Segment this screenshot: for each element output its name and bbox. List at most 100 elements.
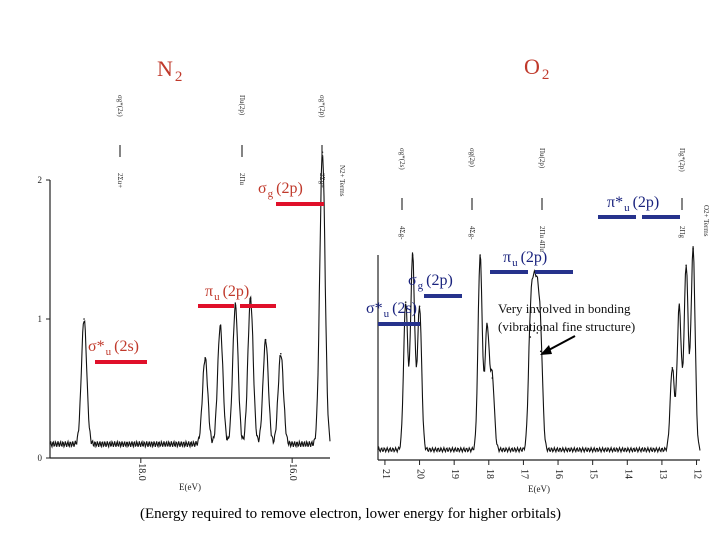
n2-pi-u-sym: π bbox=[205, 283, 214, 300]
o2-peak-7 bbox=[533, 330, 535, 332]
o2-peak-5 bbox=[491, 377, 494, 379]
n2-peak-4 bbox=[249, 297, 252, 299]
n2-y-tick-label: 1 bbox=[38, 314, 43, 324]
o2-peak-8 bbox=[536, 332, 539, 334]
o2-x-tick-label: 15 bbox=[588, 469, 599, 479]
n2-peak-0 bbox=[83, 318, 85, 320]
n2-sigma-star-u-2s-label: σ*u (2s) bbox=[88, 338, 139, 358]
o2-spectrum-trace bbox=[377, 246, 701, 454]
n2-x-tick-label: 18.0 bbox=[136, 463, 147, 481]
o2-title-base: O bbox=[524, 54, 540, 79]
o2-peak-11 bbox=[678, 305, 681, 308]
o2-pi-star-u-2p-level-bar-1 bbox=[598, 215, 636, 219]
o2-pi-star-u-2p-level-bar-2 bbox=[642, 215, 680, 219]
o2-pi-u-2p-level-bar-1 bbox=[490, 270, 528, 274]
n2-pi-u-sub: u bbox=[214, 291, 220, 303]
n2-spectrum-trace bbox=[49, 153, 331, 449]
o2-sigma-g-sym: σ bbox=[408, 272, 417, 289]
n2-sigma-g-orbital: (2p) bbox=[276, 180, 303, 197]
o2-pi-u-sym: π bbox=[503, 249, 512, 266]
o2-sigma-g-sub: g bbox=[417, 280, 424, 292]
o2-pi-star-u-2p-label: π*u (2p) bbox=[607, 194, 659, 214]
o2-band-label: σg*(2s) bbox=[398, 148, 406, 170]
o2-pi-star-sub: u bbox=[624, 202, 630, 214]
n2-y-tick-label: 2 bbox=[38, 175, 43, 185]
o2-sigma-star-u-2s-level-bar bbox=[378, 322, 420, 326]
o2-peak-9 bbox=[539, 350, 542, 353]
n2-x-axis-label: E(eV) bbox=[179, 482, 201, 492]
o2-x-tick-label: 16 bbox=[553, 469, 564, 479]
n2-peak-3 bbox=[234, 304, 237, 306]
o2-peak-12 bbox=[685, 264, 687, 267]
n2-sigma-g-sub: g bbox=[267, 188, 274, 200]
o2-peak-6 bbox=[529, 336, 532, 338]
annotation-line-2: (vibrational fine structure) bbox=[498, 319, 636, 334]
o2-peak-3 bbox=[479, 254, 481, 256]
o2-title-sub: 2 bbox=[541, 67, 550, 83]
o2-band-term: 2Πu 4Πu bbox=[538, 226, 546, 252]
n2-band-term: 2Πu bbox=[238, 173, 246, 186]
annotation-arrowhead bbox=[540, 345, 552, 355]
n2-band-label: σg*(2s) bbox=[116, 95, 124, 117]
n2-sigma-star-sub: u bbox=[105, 346, 112, 358]
o2-pi-u-sub: u bbox=[512, 257, 518, 269]
o2-peak-2 bbox=[418, 305, 421, 308]
o2-band-term: 4Σg- bbox=[468, 226, 476, 240]
o2-pi-u-2p-level-bar-2 bbox=[535, 270, 573, 274]
o2-peak-0 bbox=[404, 301, 407, 303]
n2-sigma-g-2p-label: σg (2p) bbox=[258, 180, 303, 200]
n2-x-tick-label: 16.0 bbox=[287, 463, 298, 481]
o2-pi-star-orbital: (2p) bbox=[632, 194, 660, 211]
n2-sigma-g-2p-level-bar bbox=[276, 202, 324, 206]
n2-sigma-star-sym: σ* bbox=[88, 338, 105, 355]
o2-x-tick-label: 20 bbox=[415, 469, 426, 479]
o2-sigma-g-orbital: (2p) bbox=[426, 272, 453, 289]
o2-x-tick-label: 18 bbox=[484, 469, 495, 479]
o2-x-tick-label: 21 bbox=[380, 469, 391, 479]
n2-band-label: Πu(2p) bbox=[238, 95, 246, 116]
o2-x-tick-label: 19 bbox=[449, 469, 460, 479]
o2-pi-u-2p-label: πu (2p) bbox=[503, 249, 547, 269]
n2-band-label: σg*(2p) bbox=[318, 95, 326, 118]
o2-peak-1 bbox=[411, 254, 414, 256]
n2-pi-u-2p-label: πu (2p) bbox=[205, 283, 249, 303]
o2-peak-13 bbox=[692, 248, 694, 250]
n2-peak-1 bbox=[204, 357, 206, 359]
o2-peak-4 bbox=[486, 325, 488, 328]
o2-x-axis-label: E(eV) bbox=[528, 484, 550, 494]
o2-pi-star-sym: π* bbox=[607, 194, 624, 211]
o2-peak-10 bbox=[671, 366, 674, 369]
o2-spectrum-plot: 21 20 19 18 17 16 15 14 13 12E(eV)σg*(2s)4Σg-σg(2… bbox=[377, 148, 710, 494]
o2-band-label: Πg*(2p) bbox=[678, 148, 686, 172]
figure-caption: (Energy required to remove electron, low… bbox=[140, 506, 561, 522]
n2-sigma-g-sym: σ bbox=[258, 180, 267, 197]
n2-y-tick-label: 0 bbox=[38, 453, 43, 463]
n2-sigma-star-u-2s-level-bar bbox=[95, 360, 147, 364]
n2-pi-u-orbital: (2p) bbox=[222, 283, 250, 300]
n2-title-base: N bbox=[157, 56, 173, 81]
n2-peak-5 bbox=[264, 339, 267, 341]
n2-band-term: 2Σu+ bbox=[116, 173, 124, 188]
annotation-line-1: Very involved in bonding bbox=[498, 301, 631, 316]
o2-sigma-star-u-2s-label: σ*u (2s) bbox=[366, 300, 417, 320]
o2-sigma-star-sym: σ* bbox=[366, 300, 383, 317]
o2-band-label: Πu(2p) bbox=[538, 148, 546, 169]
n2-title-sub: 2 bbox=[174, 69, 183, 85]
n2-pi-u-2p-level-bar-2 bbox=[240, 304, 276, 308]
n2-sigma-star-orbital: (2s) bbox=[114, 338, 140, 355]
o2-sigma-star-sub: u bbox=[383, 308, 390, 320]
o2-band-term: 2Πg bbox=[678, 226, 686, 239]
o2-x-tick-label: 13 bbox=[657, 469, 668, 479]
n2-terms-header: N2+ Terms bbox=[338, 165, 346, 197]
o2-sigma-star-orbital: (2s) bbox=[392, 300, 418, 317]
n2-pi-u-2p-level-bar-1 bbox=[198, 304, 234, 308]
o2-terms-header: O2+ Terms bbox=[702, 205, 710, 237]
o2-sigma-g-2p-level-bar bbox=[424, 294, 462, 298]
n2-peak-6 bbox=[280, 352, 282, 355]
o2-x-tick-label: 17 bbox=[518, 469, 529, 479]
n2-peak-2 bbox=[219, 325, 222, 327]
o2-x-tick-label: 14 bbox=[622, 469, 633, 479]
